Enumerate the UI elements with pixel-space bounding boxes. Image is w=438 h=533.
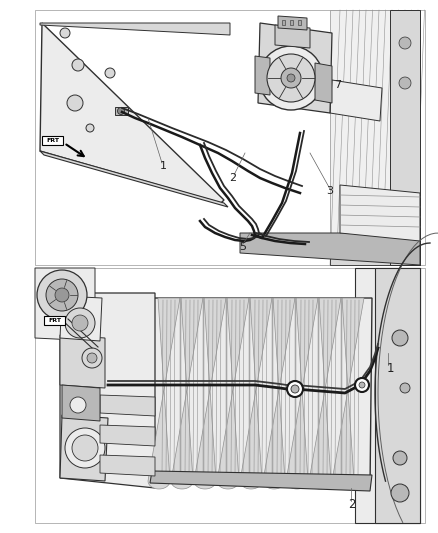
Bar xyxy=(44,316,65,325)
Polygon shape xyxy=(35,268,95,341)
Circle shape xyxy=(400,383,410,393)
Circle shape xyxy=(87,353,97,363)
Circle shape xyxy=(65,308,95,338)
Circle shape xyxy=(60,28,70,38)
Text: 7: 7 xyxy=(335,80,342,90)
Text: 2: 2 xyxy=(348,498,356,512)
Circle shape xyxy=(399,232,411,244)
Circle shape xyxy=(117,108,124,115)
Polygon shape xyxy=(100,395,155,416)
Circle shape xyxy=(67,95,83,111)
Bar xyxy=(35,10,425,265)
Text: FRT: FRT xyxy=(46,138,59,143)
Circle shape xyxy=(359,382,365,388)
Circle shape xyxy=(72,315,88,331)
Polygon shape xyxy=(355,268,420,523)
Polygon shape xyxy=(315,63,332,103)
Text: 1: 1 xyxy=(386,361,394,375)
Circle shape xyxy=(267,54,315,102)
Polygon shape xyxy=(226,298,227,483)
Polygon shape xyxy=(275,25,310,48)
Polygon shape xyxy=(295,298,296,483)
Polygon shape xyxy=(309,298,341,489)
Polygon shape xyxy=(60,293,155,488)
Polygon shape xyxy=(249,298,250,483)
Polygon shape xyxy=(240,298,272,489)
Polygon shape xyxy=(263,298,295,489)
Bar xyxy=(42,136,63,145)
Circle shape xyxy=(55,288,69,302)
Polygon shape xyxy=(332,298,364,489)
Polygon shape xyxy=(286,298,318,489)
Bar xyxy=(282,20,285,25)
Circle shape xyxy=(399,77,411,89)
Polygon shape xyxy=(217,298,249,489)
Circle shape xyxy=(86,124,94,132)
Polygon shape xyxy=(60,335,105,388)
Polygon shape xyxy=(255,56,270,95)
Text: 1: 1 xyxy=(159,161,166,171)
Circle shape xyxy=(72,59,84,71)
Polygon shape xyxy=(180,298,181,483)
Polygon shape xyxy=(330,10,420,265)
Polygon shape xyxy=(340,185,420,241)
Circle shape xyxy=(281,68,301,88)
Polygon shape xyxy=(150,298,372,488)
Polygon shape xyxy=(62,385,100,421)
Polygon shape xyxy=(171,298,203,489)
Polygon shape xyxy=(258,23,332,113)
Circle shape xyxy=(82,348,102,368)
Polygon shape xyxy=(115,107,128,115)
Polygon shape xyxy=(390,10,420,265)
Circle shape xyxy=(259,46,323,110)
Circle shape xyxy=(291,385,299,393)
Polygon shape xyxy=(40,23,230,35)
Polygon shape xyxy=(375,268,420,523)
Text: 3: 3 xyxy=(326,186,333,196)
Polygon shape xyxy=(150,471,372,491)
Text: 2: 2 xyxy=(230,173,237,183)
Circle shape xyxy=(399,37,411,49)
Polygon shape xyxy=(148,298,180,489)
Circle shape xyxy=(355,378,369,392)
Circle shape xyxy=(70,397,86,413)
Bar xyxy=(290,20,293,25)
Polygon shape xyxy=(330,243,420,265)
Circle shape xyxy=(65,428,105,468)
Circle shape xyxy=(393,451,407,465)
Text: 5: 5 xyxy=(240,242,247,252)
Circle shape xyxy=(105,68,115,78)
Polygon shape xyxy=(272,298,273,483)
Polygon shape xyxy=(318,298,319,483)
Bar xyxy=(297,20,300,25)
Polygon shape xyxy=(341,298,342,483)
Polygon shape xyxy=(60,296,102,341)
Circle shape xyxy=(37,270,87,320)
Circle shape xyxy=(392,330,408,346)
Polygon shape xyxy=(40,23,224,203)
Text: FRT: FRT xyxy=(48,318,61,323)
Polygon shape xyxy=(60,415,108,481)
Polygon shape xyxy=(330,80,382,121)
Circle shape xyxy=(287,381,303,397)
Polygon shape xyxy=(100,455,155,476)
Polygon shape xyxy=(203,298,204,483)
Circle shape xyxy=(72,435,98,461)
Circle shape xyxy=(399,207,411,219)
Circle shape xyxy=(391,484,409,502)
Polygon shape xyxy=(40,151,228,207)
Circle shape xyxy=(287,74,295,82)
Polygon shape xyxy=(194,298,226,489)
Polygon shape xyxy=(240,233,420,265)
Bar xyxy=(35,268,425,523)
Polygon shape xyxy=(278,16,307,30)
Circle shape xyxy=(46,279,78,311)
Polygon shape xyxy=(100,425,155,446)
